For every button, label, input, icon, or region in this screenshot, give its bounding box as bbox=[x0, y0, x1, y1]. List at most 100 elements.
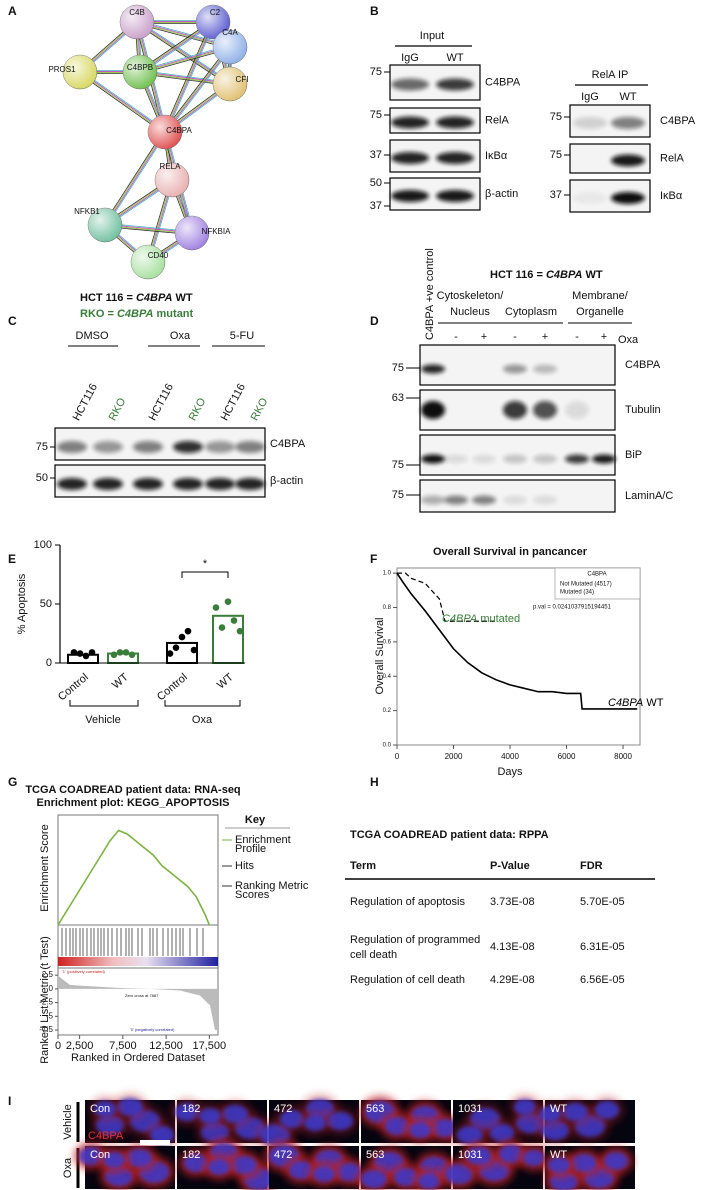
series-label: C4BPA WT bbox=[608, 697, 664, 709]
text-part: mutant bbox=[153, 308, 193, 320]
group-label: Oxa bbox=[170, 330, 191, 342]
chart-subtitle: Enrichment plot: KEGG_APOPTOSIS bbox=[37, 797, 230, 809]
metric-area bbox=[58, 975, 218, 1031]
data-point bbox=[236, 627, 244, 635]
cell-nucleus bbox=[222, 1105, 248, 1123]
cell-nucleus bbox=[523, 1150, 545, 1166]
x-tick-label: 4000 bbox=[501, 752, 519, 761]
network-edge bbox=[80, 71, 166, 132]
x-tick-label: 2,500 bbox=[66, 1040, 94, 1052]
x-tick-label: WT bbox=[215, 671, 236, 691]
node-label: C4A bbox=[222, 28, 238, 37]
band-label: IκBα bbox=[485, 150, 508, 162]
data-point bbox=[224, 598, 232, 605]
key-item: Profile bbox=[235, 843, 266, 855]
marker-label: 50 bbox=[370, 177, 382, 189]
y-tick-label: 0.8 bbox=[383, 605, 392, 611]
annotation: p.val = 0.0241037915194451 bbox=[533, 605, 612, 611]
node-label: NFKB1 bbox=[74, 207, 100, 216]
lane-label: RKO bbox=[187, 396, 209, 423]
y-tick-label: 1.0 bbox=[383, 571, 392, 577]
network-edge bbox=[163, 45, 230, 132]
table-cell: cell death bbox=[350, 949, 397, 961]
table-cell: Regulation of programmed bbox=[350, 934, 480, 946]
blot-band bbox=[533, 401, 557, 419]
x-axis-label: Ranked in Ordered Dataset bbox=[71, 1052, 205, 1064]
panel-label: C bbox=[8, 314, 17, 328]
y-tick-label: 0.0 bbox=[383, 743, 392, 749]
y-tick-label: 100 bbox=[34, 539, 52, 551]
cell-nucleus bbox=[418, 1173, 440, 1189]
blot-band bbox=[573, 192, 607, 204]
blot-band bbox=[57, 478, 87, 490]
legend-title: C4BPA bbox=[587, 572, 606, 578]
blot-band bbox=[391, 116, 429, 129]
cell-nucleus bbox=[304, 1115, 326, 1131]
marker-label: 75 bbox=[550, 111, 562, 123]
node-shine bbox=[131, 245, 165, 279]
data-point bbox=[172, 644, 180, 651]
text-part: HCT 116 = bbox=[490, 269, 546, 281]
blot-band bbox=[235, 478, 265, 490]
key-item: Enrichment bbox=[235, 834, 291, 846]
network-edge bbox=[136, 22, 230, 85]
significance-bracket bbox=[181, 571, 229, 578]
cell-nucleus bbox=[490, 1124, 514, 1142]
text-part: WT bbox=[172, 292, 192, 304]
panel-label: E bbox=[8, 552, 16, 566]
cell-nucleus bbox=[280, 1110, 304, 1128]
cell-nucleus bbox=[604, 1152, 628, 1170]
node-label: C4BPA bbox=[166, 126, 192, 135]
y-tick-label: 0.2 bbox=[383, 708, 392, 714]
cell-nucleus bbox=[385, 1117, 409, 1135]
node-shine bbox=[213, 67, 247, 101]
blot-band bbox=[503, 495, 527, 505]
legend-entry: Not Mutated (4517) bbox=[560, 582, 612, 588]
bar bbox=[212, 614, 244, 664]
table-cell: 4.13E-08 bbox=[490, 941, 535, 953]
network-edge bbox=[106, 132, 167, 227]
node-shine bbox=[120, 5, 154, 39]
y-axis-label: Enrichment Score bbox=[39, 824, 51, 911]
x-tick-label: 6000 bbox=[558, 752, 576, 761]
blot-band bbox=[444, 454, 468, 464]
blot-band bbox=[421, 495, 445, 505]
panel-label: G bbox=[8, 775, 17, 789]
cell-nucleus bbox=[445, 1164, 473, 1184]
y-tick-label: -7.5 bbox=[39, 1025, 53, 1034]
lane-label: HCT116 bbox=[71, 382, 100, 423]
metric-note: '1' (positively correlated) bbox=[62, 969, 106, 974]
chart-title: Overall Survival in pancancer bbox=[433, 546, 588, 558]
cell-nucleus bbox=[79, 1147, 103, 1165]
data-point bbox=[190, 646, 198, 654]
x-tick-label: 0 bbox=[55, 1040, 61, 1052]
blot-band bbox=[391, 78, 429, 91]
sign-label: - bbox=[575, 331, 579, 343]
table-cell: Regulation of cell death bbox=[350, 974, 465, 986]
column-label: 563 bbox=[366, 1103, 384, 1115]
treatment-label: Oxa bbox=[618, 334, 639, 346]
chart-title: TCGA COADREAD patient data: RNA-seq bbox=[25, 784, 240, 796]
fraction-label: Organelle bbox=[576, 306, 624, 318]
key-title: Key bbox=[245, 814, 266, 826]
band-label: Tubulin bbox=[625, 404, 661, 416]
column-label: 472 bbox=[274, 1103, 292, 1115]
cell-nucleus bbox=[208, 1159, 230, 1175]
ranking-bar bbox=[58, 957, 218, 966]
node-shine bbox=[213, 30, 247, 64]
lane-label: WT bbox=[619, 91, 636, 103]
data-point bbox=[110, 651, 118, 659]
network-edge bbox=[165, 47, 231, 133]
table-header: P-Value bbox=[490, 860, 530, 872]
y-tick-label: -5 bbox=[46, 1011, 54, 1020]
y-axis-label: % Apoptosis bbox=[16, 573, 28, 634]
text-part: C4BPA bbox=[442, 613, 477, 625]
network-edge bbox=[80, 70, 167, 131]
cell-nucleus bbox=[595, 1101, 619, 1119]
legend-box bbox=[554, 567, 641, 600]
cell-nucleus bbox=[548, 1157, 570, 1173]
cell-nucleus bbox=[336, 1163, 362, 1181]
band-label: IκBα bbox=[660, 190, 683, 202]
